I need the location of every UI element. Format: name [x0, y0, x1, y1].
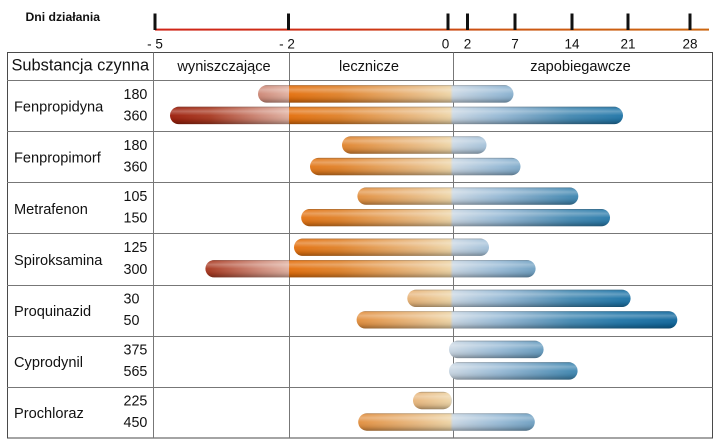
svg-text:21: 21: [620, 37, 635, 52]
svg-text:360: 360: [124, 109, 148, 125]
svg-text:Fenpropimorf: Fenpropimorf: [14, 151, 102, 167]
svg-text:14: 14: [564, 37, 580, 52]
svg-text:2: 2: [464, 37, 472, 52]
svg-text:Dni działania: Dni działania: [26, 10, 101, 24]
svg-text:Metrafenon: Metrafenon: [14, 202, 88, 218]
svg-text:180: 180: [124, 138, 148, 154]
svg-text:375: 375: [124, 342, 148, 358]
svg-text:Cyprodynil: Cyprodynil: [14, 355, 83, 371]
svg-text:150: 150: [124, 211, 148, 227]
svg-text:180: 180: [124, 87, 148, 103]
svg-text:lecznicze: lecznicze: [339, 59, 399, 75]
svg-text:Prochloraz: Prochloraz: [14, 406, 84, 422]
svg-text:105: 105: [124, 189, 148, 205]
svg-text:28: 28: [682, 37, 697, 52]
svg-text:300: 300: [124, 262, 148, 278]
svg-text:Fenpropidyna: Fenpropidyna: [14, 100, 104, 116]
svg-text:225: 225: [124, 394, 148, 410]
svg-text:- 2: - 2: [279, 37, 295, 52]
svg-text:Proquinazid: Proquinazid: [14, 304, 91, 320]
svg-text:450: 450: [124, 415, 148, 431]
svg-text:0: 0: [442, 37, 450, 52]
svg-text:30: 30: [124, 291, 140, 307]
svg-text:565: 565: [124, 364, 148, 380]
svg-text:Spiroksamina: Spiroksamina: [14, 253, 103, 269]
svg-text:50: 50: [124, 313, 140, 329]
svg-text:125: 125: [124, 240, 148, 256]
svg-text:zapobiegawcze: zapobiegawcze: [530, 59, 631, 75]
svg-text:360: 360: [124, 160, 148, 176]
svg-text:7: 7: [511, 37, 519, 52]
svg-text:- 5: - 5: [147, 37, 163, 52]
svg-text:Substancja czynna: Substancja czynna: [12, 57, 150, 75]
svg-text:wyniszczające: wyniszczające: [176, 59, 270, 75]
